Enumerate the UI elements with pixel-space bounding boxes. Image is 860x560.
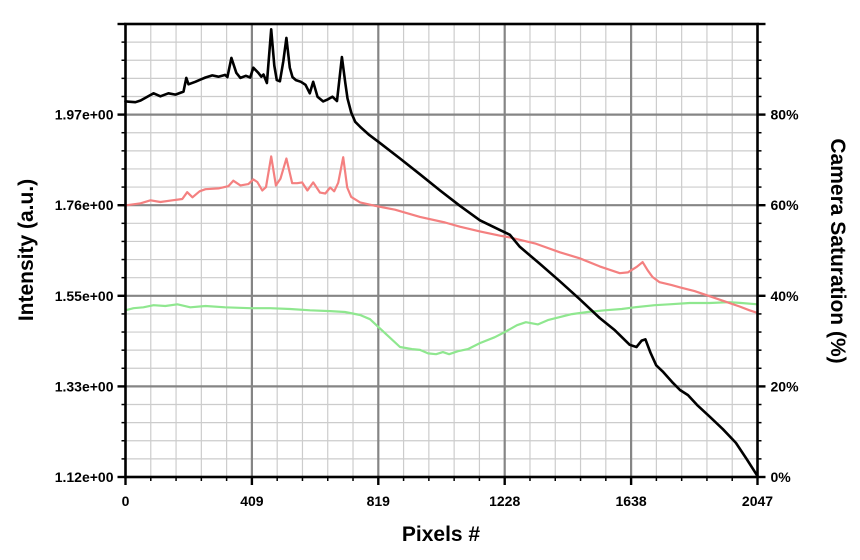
plot-border [124, 22, 759, 479]
x-axis-title: Pixels # [402, 523, 481, 546]
x-tick-label: 1638 [616, 493, 647, 509]
right-tick-label: 60% [771, 197, 800, 213]
green-trace [124, 301, 759, 356]
x-tick-label: 1228 [489, 493, 520, 509]
left-tick-label: 1.76e+00 [55, 197, 114, 213]
x-tick-label: 0 [122, 493, 130, 509]
black-trace [124, 27, 759, 478]
x-tick-label: 819 [367, 493, 391, 509]
right-tick-label: 80% [771, 107, 800, 123]
right-tick-label: 0% [771, 469, 792, 485]
left-axis-title: Intensity (a.u.) [15, 179, 38, 321]
right-tick-label: 40% [771, 288, 800, 304]
minor-gridlines [125, 24, 758, 477]
left-tick-label: 1.97e+00 [55, 107, 114, 123]
x-tick-label: 409 [240, 493, 264, 509]
left-tick-label: 1.33e+00 [55, 378, 114, 394]
left-tick-label: 1.55e+00 [55, 288, 114, 304]
axis-tick-labels: 0 409 819 1228 1638 2047 1.12e+00 1.33e+00 1.55e… [55, 107, 799, 509]
right-axis-title: Camera Saturation (%) [826, 138, 849, 363]
red-trace [124, 155, 759, 314]
x-tick-label: 2047 [742, 493, 773, 509]
right-tick-label: 20% [771, 378, 800, 394]
major-gridlines [125, 24, 758, 477]
axis-tick-marks [117, 22, 766, 485]
left-tick-label: 1.12e+00 [55, 469, 114, 485]
data-curves [124, 27, 759, 478]
